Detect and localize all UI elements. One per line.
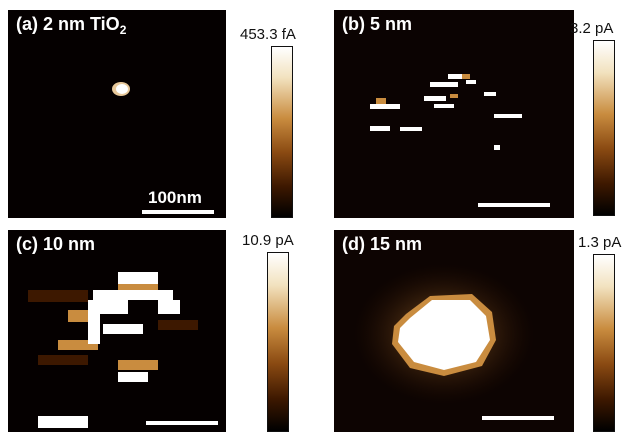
panel-b-colorbar — [593, 40, 615, 216]
panel-b-image: (b) 5 nm — [334, 10, 574, 218]
panel-c-image: (c) 10 nm — [8, 230, 226, 432]
panel-c-scale-bar — [146, 421, 218, 425]
panel-a-colorbar — [271, 46, 293, 218]
panel-a-map — [112, 82, 130, 96]
scale-bar-label: 100nm — [148, 188, 202, 207]
panel-d-image: (d) 15 nm — [334, 230, 574, 432]
panel-b-scale-bar — [478, 203, 550, 207]
panel-d-colorbar — [593, 254, 615, 432]
panel-a-scale-bar — [142, 210, 214, 214]
panel-d-scale-bar — [482, 416, 554, 420]
panel-c-colorbar — [267, 252, 289, 432]
panel-a-label: (a) 2 nm TiO2 — [16, 14, 127, 37]
panel-a-colorbar-max: 453.3 fA — [240, 26, 296, 43]
panel-d-map — [354, 264, 534, 404]
panel-c-colorbar-max: 10.9 pA — [242, 232, 294, 249]
panel-b-colorbar-max: 3.2 pA — [570, 20, 614, 37]
panel-c-label: (c) 10 nm — [16, 234, 96, 254]
panel-d-label: (d) 15 nm — [342, 234, 423, 254]
panel-a-image: (a) 2 nm TiO2 100nm — [8, 10, 226, 218]
panel-b-label: (b) 5 nm — [342, 14, 412, 34]
panel-b-map — [370, 74, 522, 150]
panel-d-colorbar-max: 1.3 pA — [578, 234, 622, 251]
panel-c-map — [28, 272, 198, 428]
